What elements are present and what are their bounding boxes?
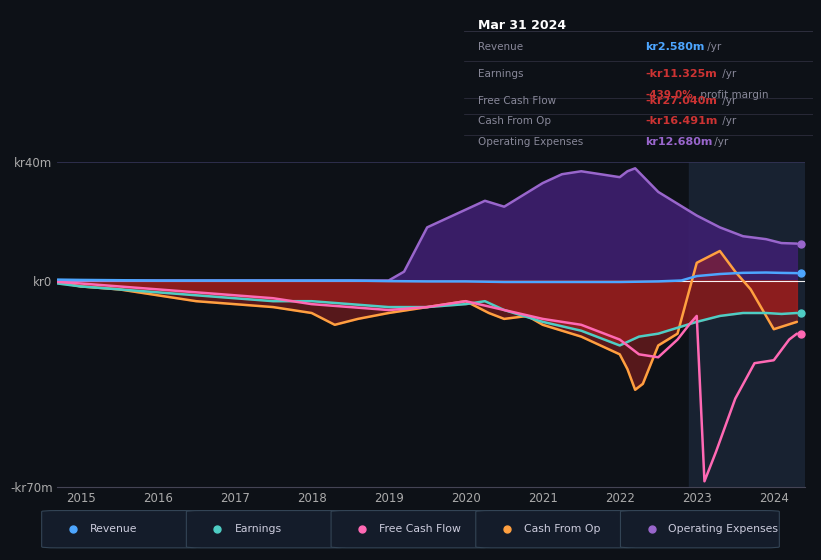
Text: Operating Expenses: Operating Expenses xyxy=(478,137,583,147)
Text: /yr: /yr xyxy=(718,69,736,79)
FancyBboxPatch shape xyxy=(476,511,635,548)
Text: Earnings: Earnings xyxy=(478,69,523,79)
Text: Free Cash Flow: Free Cash Flow xyxy=(379,524,461,534)
FancyBboxPatch shape xyxy=(331,511,490,548)
FancyBboxPatch shape xyxy=(186,511,346,548)
Text: profit margin: profit margin xyxy=(696,90,768,100)
Text: -kr11.325m: -kr11.325m xyxy=(645,69,717,79)
FancyBboxPatch shape xyxy=(621,511,779,548)
Text: -439.0%: -439.0% xyxy=(645,90,693,100)
Text: Revenue: Revenue xyxy=(478,42,523,52)
FancyBboxPatch shape xyxy=(42,511,200,548)
Text: /yr: /yr xyxy=(718,96,736,106)
Text: Revenue: Revenue xyxy=(89,524,137,534)
Text: -kr27.040m: -kr27.040m xyxy=(645,96,718,106)
Text: /yr: /yr xyxy=(704,42,721,52)
Text: -kr16.491m: -kr16.491m xyxy=(645,116,718,127)
Text: /yr: /yr xyxy=(718,116,736,127)
Text: Mar 31 2024: Mar 31 2024 xyxy=(478,19,566,32)
Text: kr12.680m: kr12.680m xyxy=(645,137,713,147)
Text: Operating Expenses: Operating Expenses xyxy=(668,524,778,534)
Text: Earnings: Earnings xyxy=(235,524,282,534)
Bar xyxy=(689,162,805,487)
Text: Cash From Op: Cash From Op xyxy=(524,524,600,534)
Text: /yr: /yr xyxy=(711,137,728,147)
Text: kr2.580m: kr2.580m xyxy=(645,42,704,52)
Text: Free Cash Flow: Free Cash Flow xyxy=(478,96,556,106)
Text: Cash From Op: Cash From Op xyxy=(478,116,551,127)
